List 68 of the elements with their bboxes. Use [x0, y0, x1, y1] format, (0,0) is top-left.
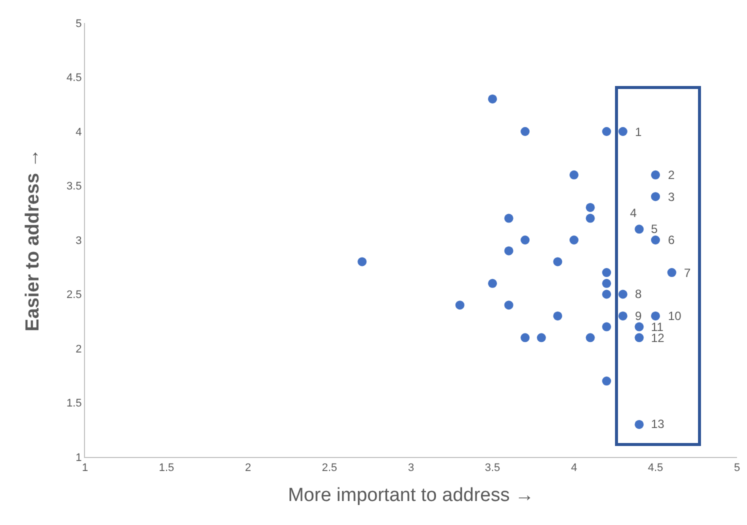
annotation: 11 — [651, 320, 664, 334]
y-axis-title: Easier to address → — [22, 148, 44, 332]
annotation: 6 — [668, 233, 675, 247]
point — [520, 236, 530, 244]
point — [570, 236, 578, 244]
point — [520, 127, 530, 136]
point — [634, 420, 644, 429]
x-axis-title: More important to address → — [288, 485, 534, 506]
point — [553, 311, 562, 320]
point — [536, 333, 546, 342]
y-tick-label: 5 — [76, 18, 82, 30]
x-tick-label: 1.5 — [158, 462, 174, 474]
annotation: 7 — [684, 266, 691, 280]
point — [586, 202, 595, 212]
x-tick-label: 3 — [408, 462, 414, 474]
y-tick-label: 4 — [76, 126, 82, 138]
annotation: 3 — [668, 190, 675, 204]
point — [602, 268, 612, 278]
x-tick-label: 5 — [734, 462, 740, 474]
point — [651, 170, 660, 180]
point — [455, 300, 464, 310]
annotation: 12 — [651, 331, 665, 345]
annotation: 10 — [668, 309, 682, 323]
y-tick-label: 1.5 — [66, 398, 82, 410]
point — [602, 376, 612, 386]
point — [618, 127, 628, 136]
point — [651, 236, 660, 244]
annotation: 1 — [635, 125, 642, 139]
annotation: 2 — [668, 168, 675, 182]
point — [586, 214, 595, 223]
y-tick-label: 1 — [76, 452, 82, 464]
point — [667, 268, 676, 278]
y-tick-label: 2 — [76, 343, 82, 356]
x-tick-label: 2 — [244, 462, 252, 474]
point — [602, 290, 612, 299]
point — [586, 333, 595, 342]
point — [504, 214, 514, 223]
annotation: 9 — [635, 309, 642, 323]
point — [651, 311, 660, 320]
point — [634, 224, 644, 234]
point — [602, 278, 612, 288]
point — [553, 257, 562, 266]
x-tick-label: 4 — [570, 462, 578, 474]
x-tick-label: 3.5 — [484, 462, 500, 474]
point — [488, 94, 497, 104]
point — [634, 322, 644, 332]
point — [570, 170, 578, 180]
point — [634, 333, 644, 342]
y-tick-label: 3 — [76, 234, 82, 247]
y-tick-label: 2.5 — [66, 289, 82, 302]
point — [488, 278, 497, 288]
point — [504, 246, 514, 256]
point — [504, 300, 514, 310]
annotation: 13 — [651, 417, 665, 431]
x-tick-label: 2.5 — [322, 462, 338, 474]
point — [358, 257, 367, 266]
point — [618, 290, 628, 299]
point — [602, 322, 612, 332]
annotation: 5 — [651, 222, 658, 236]
point — [651, 192, 660, 202]
x-tick-label: 4.5 — [648, 462, 664, 474]
point — [520, 333, 530, 342]
point — [618, 311, 628, 320]
annotation: 8 — [635, 287, 642, 301]
y-tick-label: 4.5 — [66, 72, 82, 84]
y-tick-label: 3.5 — [66, 180, 82, 193]
annotation: 4 — [630, 206, 637, 220]
point — [602, 127, 612, 136]
